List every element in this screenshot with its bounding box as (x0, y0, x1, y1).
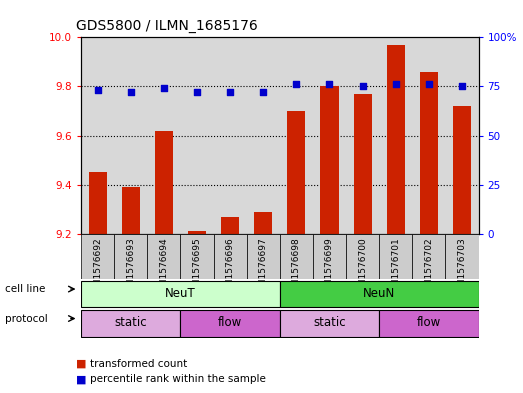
Text: protocol: protocol (5, 314, 48, 323)
Bar (321, 86, 338, 234)
Bar (147, 234, 180, 279)
Text: GSM1576702: GSM1576702 (424, 237, 434, 298)
Bar (379, 310, 479, 336)
Point (292, 81, 301, 88)
Point (226, 89, 234, 95)
Bar (81, 281, 280, 307)
Text: GSM1576692: GSM1576692 (93, 237, 102, 298)
Point (193, 89, 201, 95)
Bar (81, 310, 180, 336)
Text: GSM1576695: GSM1576695 (192, 237, 201, 298)
Text: GSM1576694: GSM1576694 (160, 237, 168, 298)
Text: percentile rank within the sample: percentile rank within the sample (90, 374, 266, 384)
Point (127, 89, 135, 95)
Text: GSM1576699: GSM1576699 (325, 237, 334, 298)
Text: ■: ■ (76, 358, 86, 369)
Bar (180, 234, 213, 279)
Text: GSM1576701: GSM1576701 (391, 237, 400, 298)
Bar (354, 94, 372, 234)
Bar (379, 234, 412, 279)
Bar (280, 234, 313, 279)
Text: flow: flow (218, 316, 242, 329)
Text: transformed count: transformed count (90, 358, 188, 369)
Bar (386, 45, 405, 234)
Point (259, 89, 267, 95)
Point (458, 83, 466, 90)
Text: GSM1576700: GSM1576700 (358, 237, 367, 298)
Bar (412, 234, 446, 279)
Bar (287, 111, 305, 234)
Bar (453, 106, 471, 234)
Text: NeuT: NeuT (165, 286, 196, 300)
Text: ■: ■ (76, 374, 86, 384)
Text: GSM1576693: GSM1576693 (126, 237, 135, 298)
Text: GSM1576697: GSM1576697 (259, 237, 268, 298)
Text: GDS5800 / ILMN_1685176: GDS5800 / ILMN_1685176 (76, 19, 258, 33)
Point (325, 81, 334, 88)
Bar (254, 212, 272, 234)
Text: GSM1576696: GSM1576696 (225, 237, 235, 298)
Bar (247, 234, 280, 279)
Text: static: static (313, 316, 346, 329)
Point (425, 81, 433, 88)
Text: cell line: cell line (5, 284, 46, 294)
Text: flow: flow (417, 316, 441, 329)
Point (358, 83, 367, 90)
Bar (446, 234, 479, 279)
Bar (122, 187, 140, 234)
Bar (313, 234, 346, 279)
Bar (420, 72, 438, 234)
Text: GSM1576703: GSM1576703 (458, 237, 467, 298)
Text: GSM1576698: GSM1576698 (292, 237, 301, 298)
Bar (188, 231, 206, 234)
Bar (180, 310, 280, 336)
Bar (81, 234, 114, 279)
Bar (346, 234, 379, 279)
Bar (280, 281, 479, 307)
Bar (114, 234, 147, 279)
Bar (221, 217, 239, 234)
Bar (155, 131, 173, 234)
Point (160, 85, 168, 92)
Text: static: static (115, 316, 147, 329)
Point (392, 81, 400, 88)
Bar (88, 173, 107, 234)
Bar (213, 234, 247, 279)
Point (94, 87, 102, 94)
Text: NeuN: NeuN (363, 286, 395, 300)
Bar (280, 310, 379, 336)
